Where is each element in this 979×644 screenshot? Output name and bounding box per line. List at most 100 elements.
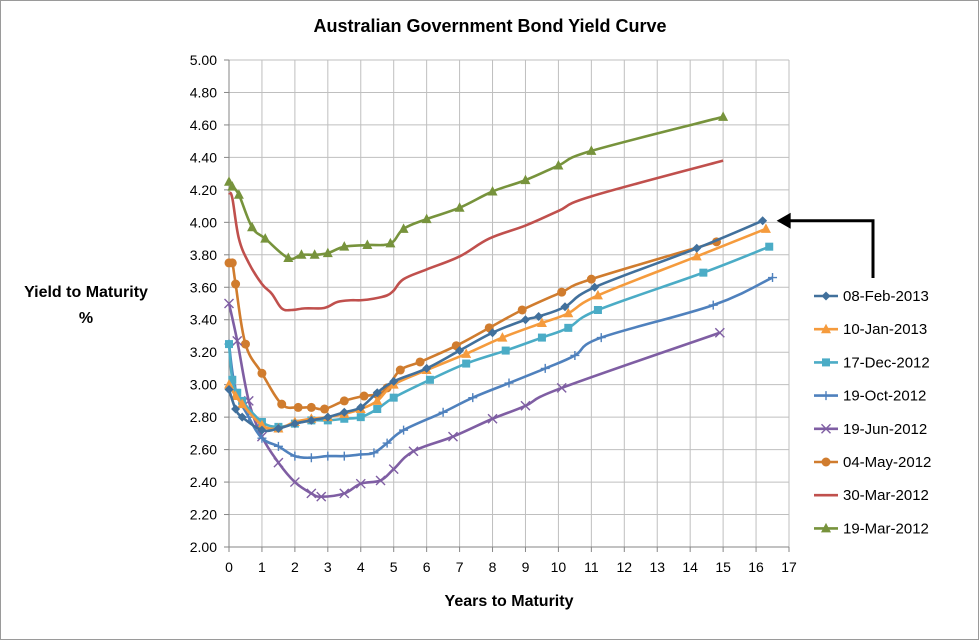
y-axis-title-line2: % [79,310,93,327]
data-point-19-jun-2012 [306,488,317,499]
data-point-17-dec-2012 [537,333,546,342]
data-point-19-mar-2012 [233,189,244,199]
data-point-19-jun-2012 [448,431,458,442]
data-point-19-jun-2012 [289,477,300,488]
y-axis-title-line1: Yield to Maturity [24,284,148,301]
data-point-19-jun-2012 [316,491,327,502]
legend-label-19-mar-2012: 19-Mar-2012 [843,520,929,537]
data-point-19-jun-2012 [714,327,725,338]
y-tick-label: 2.60 [190,442,217,458]
data-point-19-oct-2012 [290,451,300,461]
data-point-17-dec-2012 [501,346,510,355]
data-point-19-oct-2012 [273,441,283,451]
data-point-19-jun-2012 [224,298,234,309]
data-point-19-oct-2012 [504,378,514,388]
y-tick-label: 3.20 [190,344,217,360]
x-tick-label: 4 [357,559,365,575]
data-point-19-oct-2012 [369,448,379,458]
legend-marker-10-jan-2013 [821,323,831,334]
data-point-08-feb-2013 [237,412,247,422]
data-point-19-mar-2012 [362,239,373,250]
legend-marker-17-dec-2012 [822,358,830,367]
legend-label-19-oct-2012: 19-Oct-2012 [843,388,926,405]
data-point-10-jan-2013 [237,398,248,409]
data-point-08-feb-2013 [231,404,241,414]
x-tick-label: 2 [291,559,299,575]
data-point-10-jan-2013 [563,307,574,318]
data-point-04-may-2012 [306,402,316,412]
data-point-04-may-2012 [415,357,425,367]
data-point-04-may-2012 [277,399,287,409]
y-tick-label: 3.80 [190,247,217,263]
data-point-19-mar-2012 [586,145,597,155]
y-tick-label: 2.40 [190,474,217,490]
data-point-10-jan-2013 [224,379,234,389]
x-tick-label: 9 [522,559,530,575]
x-tick-label: 7 [456,559,464,575]
plot-area: 0 1 2 3 4 5 6 7 8 9 10 11 12 13 14 15 16 172.002.202.402.… [190,52,875,575]
data-point-19-oct-2012 [399,425,409,435]
data-point-19-jun-2012 [232,335,243,346]
x-tick-label: 1 [258,559,266,575]
y-tick-label: 3.40 [190,312,217,328]
data-point-08-feb-2013 [560,302,570,312]
data-point-17-dec-2012 [462,359,471,368]
data-point-04-may-2012 [257,368,267,378]
data-point-17-dec-2012 [564,323,573,332]
data-point-19-oct-2012 [708,300,718,310]
legend-marker-08-feb-2013 [821,291,831,301]
data-point-08-feb-2013 [224,385,234,395]
legend-label-08-feb-2013: 08-Feb-2013 [843,288,929,305]
data-point-17-dec-2012 [340,414,349,423]
data-point-19-oct-2012 [356,449,366,459]
data-point-19-mar-2012 [385,237,396,248]
data-point-10-jan-2013 [592,289,603,300]
y-tick-label: 4.00 [190,214,217,230]
y-tick-label: 2.00 [190,539,217,555]
y-tick-label: 4.20 [190,182,217,198]
data-point-19-mar-2012 [283,252,294,263]
x-tick-label: 11 [584,559,599,575]
data-point-19-jun-2012 [556,382,567,393]
data-point-19-oct-2012 [339,451,349,461]
data-point-19-jun-2012 [408,446,419,457]
data-point-10-jan-2013 [536,317,547,327]
x-tick-label: 13 [649,559,665,575]
data-point-19-mar-2012 [227,181,238,191]
data-point-08-feb-2013 [422,363,432,373]
data-point-08-feb-2013 [339,407,349,417]
data-point-08-feb-2013 [520,315,530,325]
data-point-10-jan-2013 [691,250,702,261]
data-point-19-oct-2012 [468,393,478,403]
data-point-19-mar-2012 [322,247,333,258]
data-point-19-jun-2012 [339,488,350,499]
data-point-19-jun-2012 [355,478,366,489]
data-point-08-feb-2013 [257,425,267,435]
data-point-04-may-2012 [240,339,250,349]
x-tick-label: 8 [489,559,497,575]
chart-title: Australian Government Bond Yield Curve [313,16,666,36]
data-point-08-feb-2013 [273,423,283,433]
y-tick-label: 4.60 [190,117,217,133]
data-point-08-feb-2013 [758,216,768,226]
data-point-04-may-2012 [359,391,369,401]
x-tick-label: 3 [324,559,332,575]
data-point-19-jun-2012 [520,400,531,411]
legend-marker-04-may-2012 [821,457,831,467]
data-point-04-may-2012 [557,287,567,297]
data-point-10-jan-2013 [230,390,241,401]
data-point-04-may-2012 [227,258,237,268]
x-tick-label: 6 [423,559,431,575]
data-point-19-oct-2012 [323,451,333,461]
data-point-17-dec-2012 [699,268,708,277]
data-point-04-may-2012 [293,402,303,412]
data-point-17-dec-2012 [233,388,242,397]
data-point-19-jun-2012 [487,413,498,424]
data-point-10-jan-2013 [256,419,267,430]
data-point-19-oct-2012 [257,433,267,443]
data-point-17-dec-2012 [425,375,434,384]
legend-label-30-mar-2012: 30-Mar-2012 [843,487,929,504]
legend-marker-19-oct-2012 [821,391,831,401]
data-point-10-jan-2013 [461,348,472,358]
